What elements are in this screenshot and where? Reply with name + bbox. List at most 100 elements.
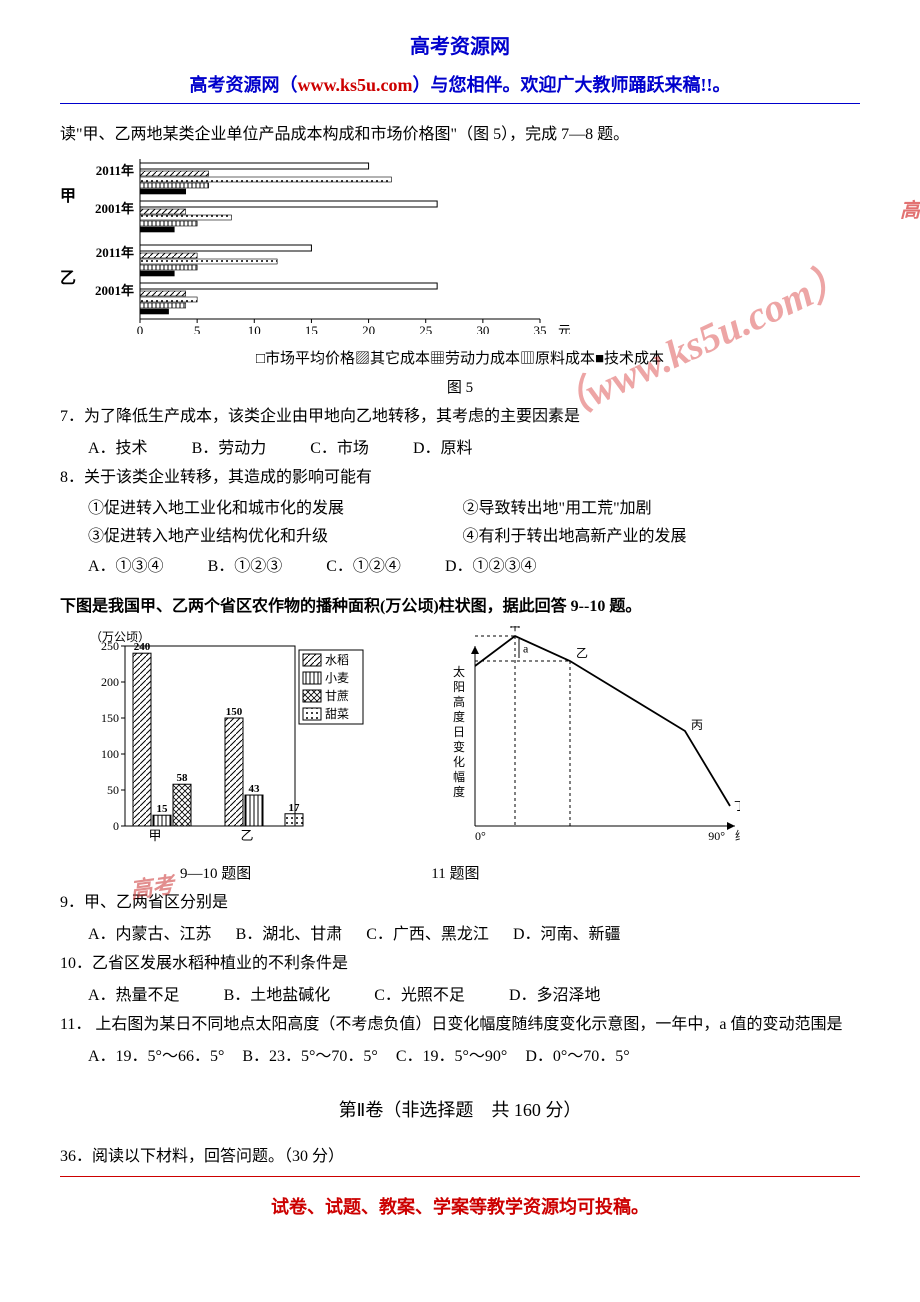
svg-text:高: 高 xyxy=(453,694,465,709)
chart-11: 太阳高度日变化幅度0°90°纬度甲乙丙丁a xyxy=(440,626,740,856)
svg-text:2001年: 2001年 xyxy=(95,283,134,298)
q11-opt-b: B．23．5°～70．5° xyxy=(242,1042,377,1066)
header-link: www.ks5u.com xyxy=(297,75,412,95)
intro-7-8: 读"甲、乙两地某类企业单位产品成本构成和市场价格图"（图 5），完成 7—8 题… xyxy=(60,120,860,144)
q7-opt-d: D．原料 xyxy=(413,434,473,458)
q10-opt-a: A．热量不足 xyxy=(88,981,180,1005)
svg-text:50: 50 xyxy=(107,783,119,797)
header-subline: 高考资源网（www.ks5u.com）与您相伴。欢迎广大教师踊跃来稿!!。 xyxy=(60,71,860,97)
figure-5-block: 甲 乙 05101520253035元2011年2001年2011年2001年 … xyxy=(90,154,860,339)
chart2b-caption: 11 题图 xyxy=(431,862,479,883)
svg-text:150: 150 xyxy=(101,711,119,725)
figure-9-11-block: （万公顷）05010015020025024015581504317甲乙水稻小麦… xyxy=(80,626,860,856)
svg-text:阳: 阳 xyxy=(453,680,465,694)
q9-text: 9．甲、乙两省区分别是 xyxy=(60,889,860,916)
q9-opt-a: A．内蒙古、江苏 xyxy=(88,920,212,944)
q36-text: 36．阅读以下材料，回答问题。（30 分） xyxy=(60,1142,860,1166)
svg-text:水稻: 水稻 xyxy=(325,653,349,667)
q8-stmts-row1: ①促进转入地工业化和城市化的发展 ②导致转出地"用工荒"加剧 xyxy=(60,495,860,522)
svg-text:200: 200 xyxy=(101,675,119,689)
q10-opt-d: D．多沼泽地 xyxy=(509,981,601,1005)
svg-text:2001年: 2001年 xyxy=(95,201,134,216)
svg-text:化: 化 xyxy=(453,755,465,769)
svg-text:日: 日 xyxy=(453,725,465,739)
svg-text:25: 25 xyxy=(419,323,432,334)
q10-options: A．热量不足 B．土地盐碱化 C．光照不足 D．多沼泽地 xyxy=(60,981,860,1005)
svg-text:100: 100 xyxy=(101,747,119,761)
q11-opt-a: A．19．5°～66．5° xyxy=(88,1042,224,1066)
svg-text:变: 变 xyxy=(453,739,465,754)
svg-text:90°: 90° xyxy=(708,829,725,843)
svg-text:240: 240 xyxy=(134,641,151,653)
chart1-side-yi: 乙 xyxy=(60,264,76,288)
svg-text:甘蔗: 甘蔗 xyxy=(325,689,349,703)
svg-text:30: 30 xyxy=(476,323,489,334)
figure-5-chart: 05101520253035元2011年2001年2011年2001年 xyxy=(90,154,570,334)
q8-opt-a: A．①③④ xyxy=(88,552,164,576)
q8-opt-c: C．①②④ xyxy=(326,552,401,576)
q11-text: 11． 上右图为某日不同地点太阳高度（不考虑负值）日变化幅度随纬度变化示意图，一… xyxy=(60,1011,860,1038)
q8-stmt-3: ③促进转入地产业结构优化和升级 xyxy=(88,523,459,550)
q11-opt-c: C．19．5°～90° xyxy=(396,1042,507,1066)
svg-text:43: 43 xyxy=(249,783,261,795)
q10-opt-c: C．光照不足 xyxy=(374,981,465,1005)
q11-opt-d: D．0°～70．5° xyxy=(525,1042,629,1066)
svg-text:0°: 0° xyxy=(475,829,486,843)
svg-text:丙: 丙 xyxy=(691,718,703,732)
page-title: 高考资源网 xyxy=(60,30,860,59)
q11-options: A．19．5°～66．5° B．23．5°～70．5° C．19．5°～90° … xyxy=(60,1042,860,1066)
q9-opt-c: C．广西、黑龙江 xyxy=(366,920,489,944)
svg-text:250: 250 xyxy=(101,639,119,653)
svg-text:丁: 丁 xyxy=(734,799,740,813)
header-divider xyxy=(60,103,860,104)
q9-options: A．内蒙古、江苏 B．湖北、甘肃 C．广西、黑龙江 D．河南、新疆 xyxy=(60,920,860,944)
q8-stmt-2: ②导致转出地"用工荒"加剧 xyxy=(463,495,834,522)
q7-opt-a: A．技术 xyxy=(88,434,148,458)
svg-text:15: 15 xyxy=(157,803,169,815)
svg-text:5: 5 xyxy=(194,323,201,334)
section-2-title: 第Ⅱ卷（非选择题 共 160 分） xyxy=(60,1096,860,1122)
watermark-side: 高考资源网 xyxy=(900,194,920,223)
chart-9-10: （万公顷）05010015020025024015581504317甲乙水稻小麦… xyxy=(80,626,400,856)
svg-text:150: 150 xyxy=(226,706,243,718)
svg-text:甲: 甲 xyxy=(509,626,521,633)
q9-opt-b: B．湖北、甘肃 xyxy=(236,920,343,944)
svg-text:a: a xyxy=(523,641,529,655)
svg-text:10: 10 xyxy=(248,323,261,334)
q8-stmt-1: ①促进转入地工业化和城市化的发展 xyxy=(88,495,459,522)
q7-opt-b: B．劳动力 xyxy=(192,434,267,458)
q10-text: 10．乙省区发展水稻种植业的不利条件是 xyxy=(60,950,860,977)
svg-text:17: 17 xyxy=(289,802,301,814)
chart1-legend: □市场平均价格▨其它成本▦劳动力成本▥原料成本■技术成本 xyxy=(60,347,860,368)
header-sub-suffix: ）与您相伴。欢迎广大教师踊跃来稿!!。 xyxy=(413,75,731,95)
svg-text:0: 0 xyxy=(113,819,119,833)
svg-text:35: 35 xyxy=(534,323,547,334)
q7-opt-c: C．市场 xyxy=(310,434,369,458)
svg-text:元: 元 xyxy=(558,323,570,334)
svg-text:甲: 甲 xyxy=(148,828,161,843)
svg-text:2011年: 2011年 xyxy=(96,245,134,260)
q10-opt-b: B．土地盐碱化 xyxy=(224,981,331,1005)
q8-text: 8．关于该类企业转移，其造成的影响可能有 xyxy=(60,464,860,491)
svg-text:小麦: 小麦 xyxy=(325,671,349,685)
figure-5-caption: 图 5 xyxy=(60,376,860,397)
q8-opt-b: B．①②③ xyxy=(208,552,283,576)
svg-text:纬度: 纬度 xyxy=(735,828,740,843)
svg-text:度: 度 xyxy=(453,784,465,799)
q8-opt-d: D．①②③④ xyxy=(445,552,537,576)
svg-text:甜菜: 甜菜 xyxy=(325,707,349,721)
svg-text:幅: 幅 xyxy=(453,769,465,784)
footer-divider xyxy=(60,1176,860,1177)
q8-stmt-4: ④有利于转出地高新产业的发展 xyxy=(463,523,834,550)
q8-options: A．①③④ B．①②③ C．①②④ D．①②③④ xyxy=(60,552,860,576)
svg-text:乙: 乙 xyxy=(240,828,253,843)
header-sub-prefix: 高考资源网（ xyxy=(189,75,297,95)
q7-options: A．技术 B．劳动力 C．市场 D．原料 xyxy=(60,434,860,458)
q7-text: 7．为了降低生产成本，该类企业由甲地向乙地转移，其考虑的主要因素是 xyxy=(60,403,860,430)
svg-text:0: 0 xyxy=(137,323,144,334)
svg-text:20: 20 xyxy=(362,323,375,334)
chart1-side-jia: 甲 xyxy=(60,182,76,206)
intro-9-10: 下图是我国甲、乙两个省区农作物的播种面积(万公顷)柱状图，据此回答 9--10 … xyxy=(60,592,860,616)
chart2a-caption: 9—10 题图 xyxy=(180,862,251,883)
q9-opt-d: D．河南、新疆 xyxy=(513,920,621,944)
